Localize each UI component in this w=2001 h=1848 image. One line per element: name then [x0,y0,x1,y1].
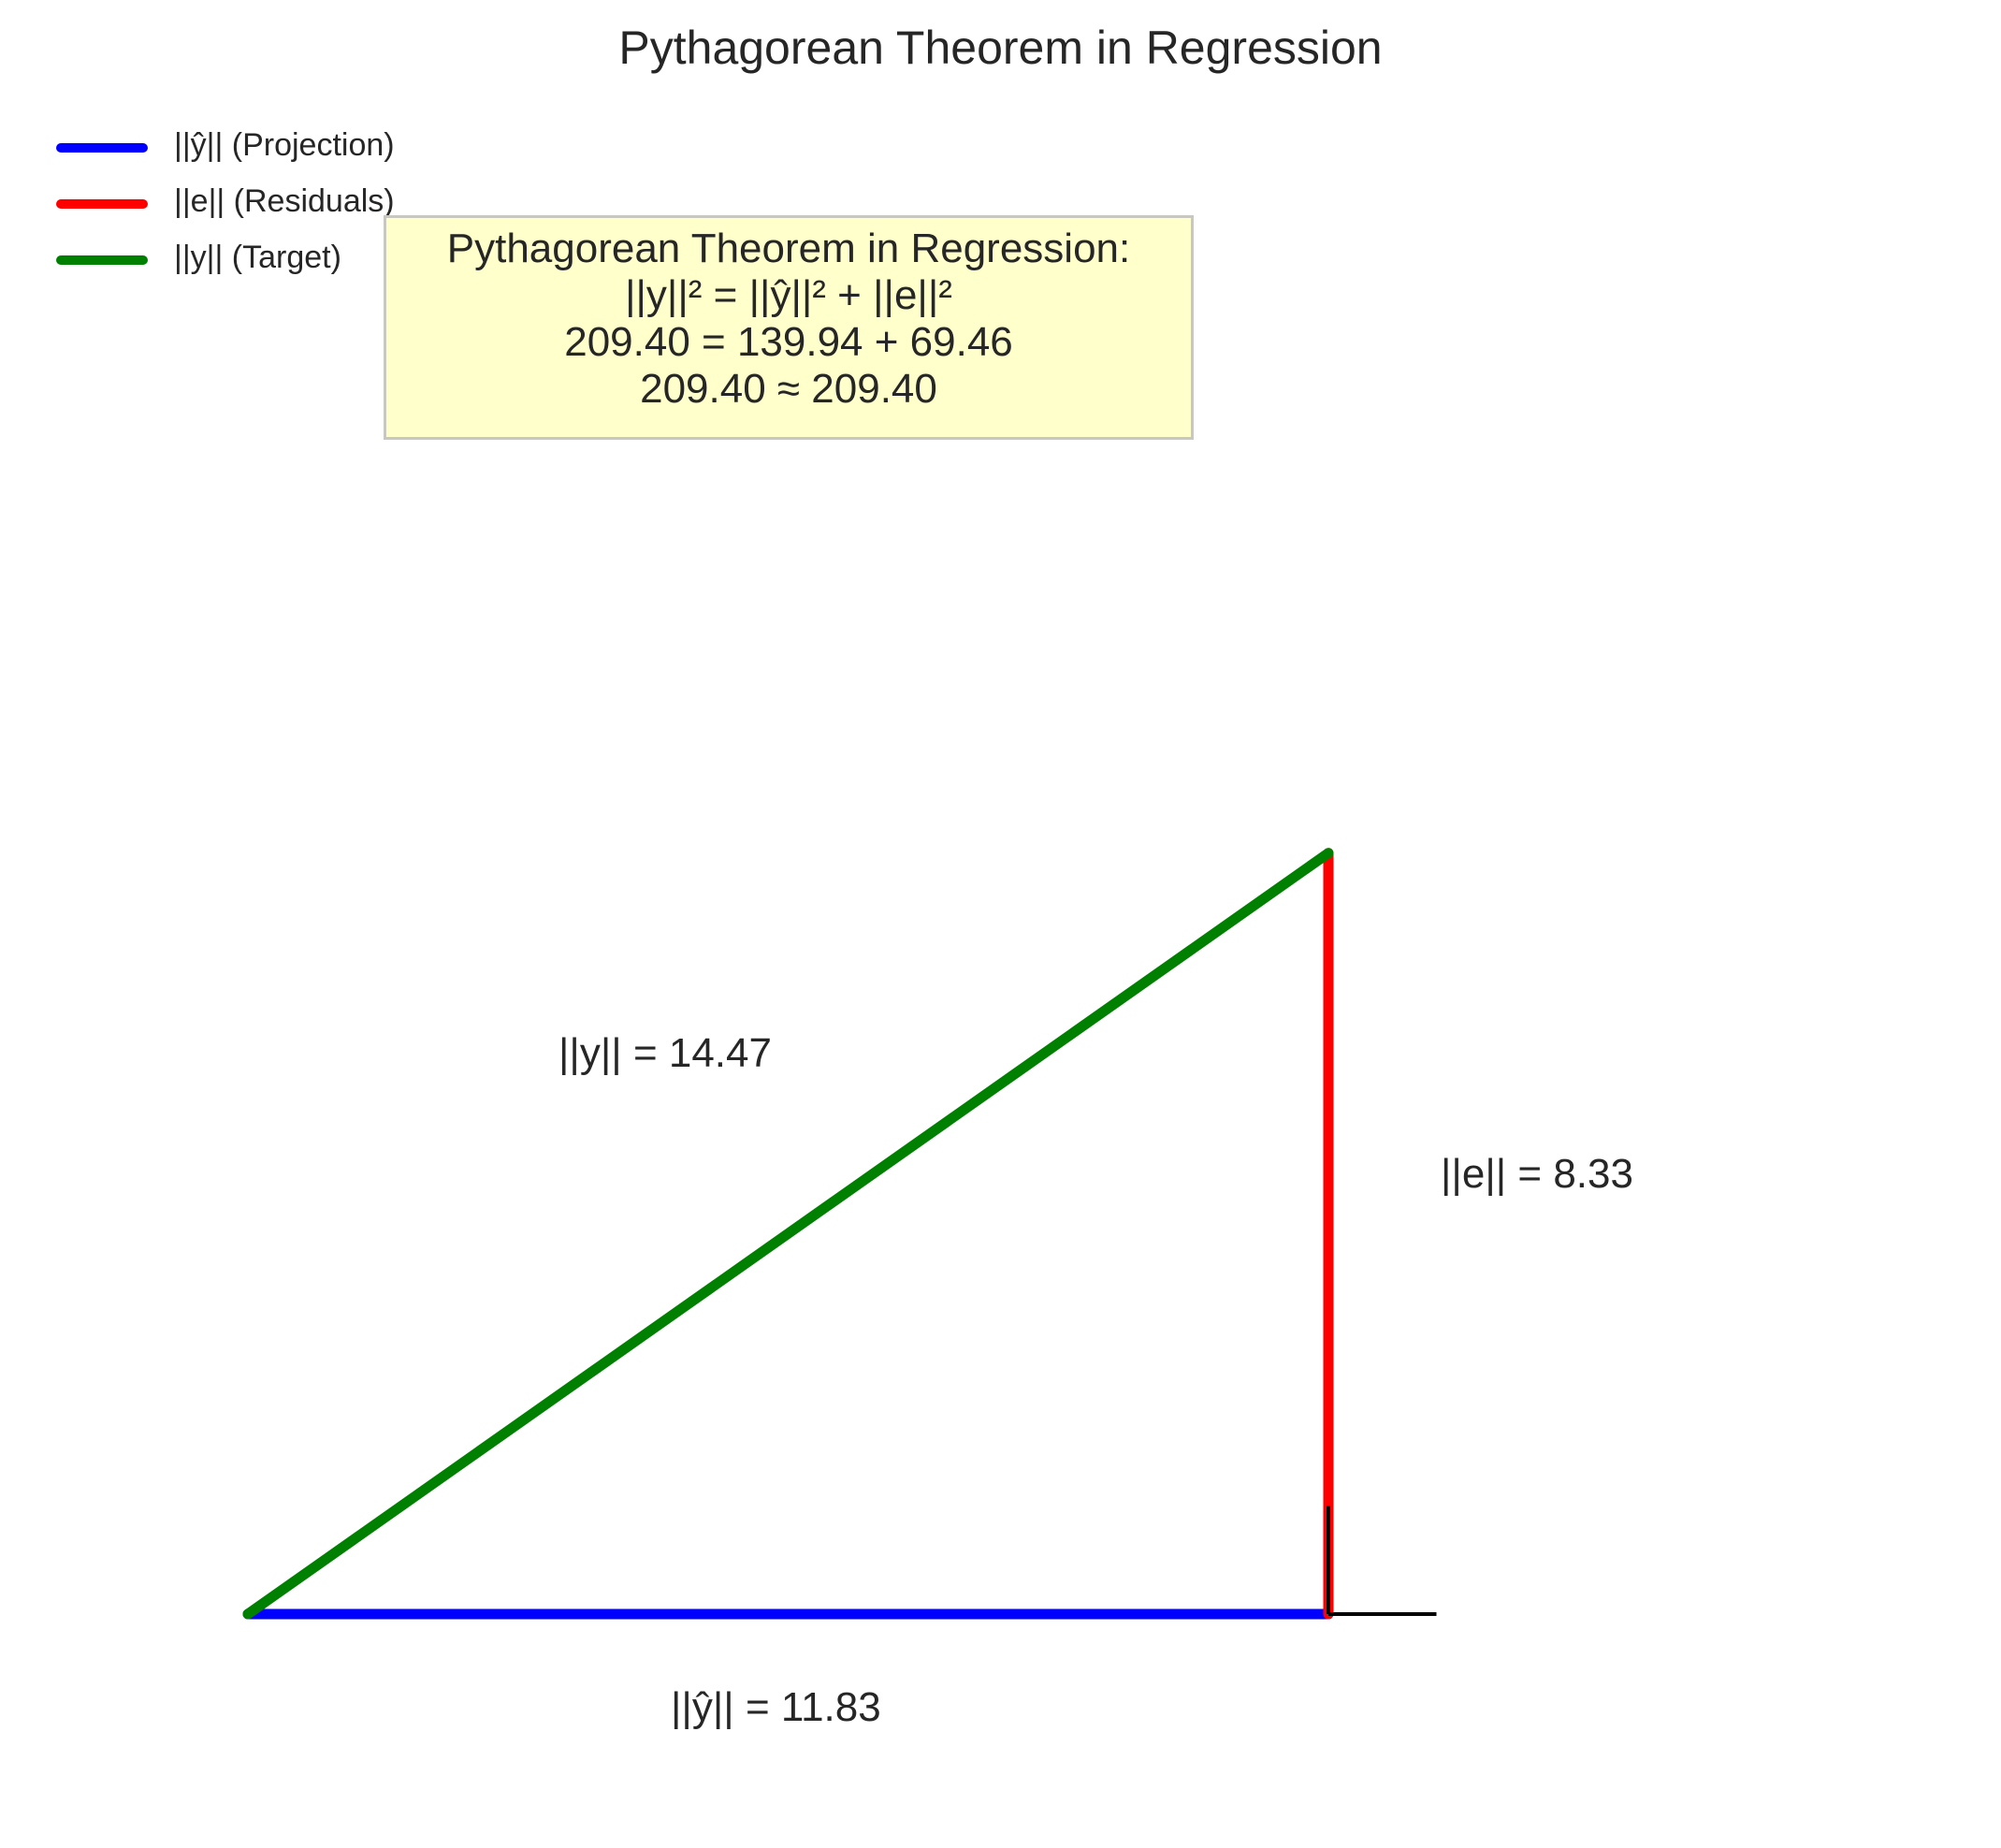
residual-length-label: ||e|| = 8.33 [1441,1151,1633,1197]
diagram-title: Pythagorean Theorem in Regression [618,22,1383,74]
equation-box: Pythagorean Theorem in Regression: ||y||… [384,215,1194,440]
equation-values: 209.40 = 139.94 + 69.46 [564,319,1013,365]
equation-formula: ||y||² = ||ŷ||² + ||e||² [625,272,952,318]
legend-swatch-projection [56,143,148,153]
legend-label-target: ||y|| (Target) [174,240,341,275]
target-segment [242,848,1334,1620]
equation-check: 209.40 ≈ 209.40 [640,366,937,412]
legend-swatch-residuals [56,199,148,209]
legend-label-residuals: ||e|| (Residuals) [174,183,395,219]
target-length-label: ||y|| = 14.47 [558,1030,772,1076]
legend-label-projection: ||ŷ|| (Projection) [174,127,395,163]
legend-swatch-target [56,255,148,265]
equation-heading: Pythagorean Theorem in Regression: [446,226,1131,271]
projection-length-label: ||ŷ|| = 11.83 [671,1684,881,1730]
